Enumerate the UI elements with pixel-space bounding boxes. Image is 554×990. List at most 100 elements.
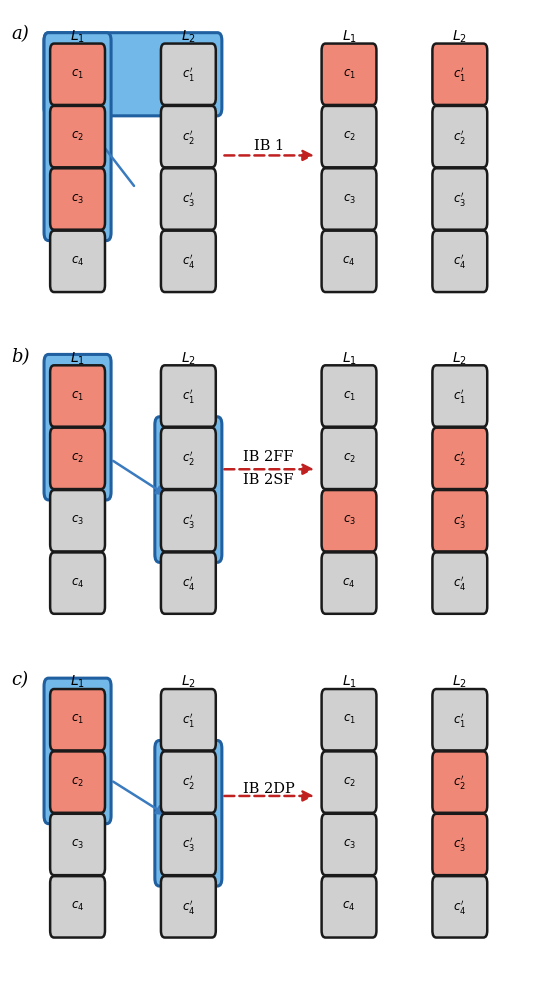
FancyBboxPatch shape [432, 490, 488, 551]
Text: $c_{2}$: $c_{2}$ [71, 775, 84, 789]
Text: $L_2$: $L_2$ [453, 350, 467, 366]
FancyBboxPatch shape [161, 751, 216, 813]
Text: $c_{1}$: $c_{1}$ [342, 389, 356, 403]
FancyBboxPatch shape [50, 876, 105, 938]
Text: $c_{2}^{\prime}$: $c_{2}^{\prime}$ [453, 128, 466, 146]
Text: $c_{3}^{\prime}$: $c_{3}^{\prime}$ [453, 190, 466, 208]
Text: $L_2$: $L_2$ [453, 674, 467, 690]
Text: $c_{2}$: $c_{2}$ [342, 130, 356, 144]
Text: $c_{2}^{\prime}$: $c_{2}^{\prime}$ [453, 773, 466, 791]
Text: $c_{2}$: $c_{2}$ [342, 451, 356, 465]
FancyBboxPatch shape [432, 552, 488, 614]
Text: $c_{1}^{\prime}$: $c_{1}^{\prime}$ [182, 711, 195, 729]
Text: $c_{3}^{\prime}$: $c_{3}^{\prime}$ [182, 190, 195, 208]
Text: $c_{2}$: $c_{2}$ [342, 775, 356, 789]
FancyBboxPatch shape [432, 814, 488, 875]
FancyBboxPatch shape [50, 44, 105, 105]
Text: $c_{2}^{\prime}$: $c_{2}^{\prime}$ [182, 773, 195, 791]
FancyBboxPatch shape [322, 814, 377, 875]
Text: IB 2SF: IB 2SF [243, 473, 294, 487]
Text: c): c) [11, 671, 28, 689]
Text: $c_{4}^{\prime}$: $c_{4}^{\prime}$ [453, 898, 466, 916]
FancyBboxPatch shape [44, 33, 222, 116]
Text: $c_{1}^{\prime}$: $c_{1}^{\prime}$ [453, 711, 466, 729]
FancyBboxPatch shape [322, 428, 377, 489]
Text: $c_{4}^{\prime}$: $c_{4}^{\prime}$ [182, 574, 195, 592]
FancyBboxPatch shape [322, 751, 377, 813]
FancyBboxPatch shape [161, 168, 216, 230]
FancyBboxPatch shape [161, 365, 216, 427]
Text: $L_2$: $L_2$ [181, 29, 196, 45]
Text: $c_{4}^{\prime}$: $c_{4}^{\prime}$ [182, 898, 195, 916]
FancyBboxPatch shape [50, 689, 105, 750]
Text: $c_{1}$: $c_{1}$ [71, 389, 84, 403]
Text: $c_{4}$: $c_{4}$ [342, 254, 356, 268]
Text: $c_{1}$: $c_{1}$ [71, 67, 84, 81]
Text: a): a) [11, 25, 29, 43]
FancyBboxPatch shape [322, 490, 377, 551]
FancyBboxPatch shape [44, 678, 111, 824]
Text: $c_{4}$: $c_{4}$ [342, 576, 356, 590]
Text: IB 1: IB 1 [254, 139, 284, 152]
FancyBboxPatch shape [161, 552, 216, 614]
FancyBboxPatch shape [50, 428, 105, 489]
Text: $c_{4}^{\prime}$: $c_{4}^{\prime}$ [182, 252, 195, 270]
FancyBboxPatch shape [322, 106, 377, 167]
Text: $c_{3}$: $c_{3}$ [71, 192, 84, 206]
Text: $c_{3}$: $c_{3}$ [342, 838, 356, 851]
FancyBboxPatch shape [50, 106, 105, 167]
Text: $L_1$: $L_1$ [70, 29, 85, 45]
FancyBboxPatch shape [432, 876, 488, 938]
Text: $c_{4}^{\prime}$: $c_{4}^{\prime}$ [453, 574, 466, 592]
Text: IB 2DP: IB 2DP [243, 782, 295, 796]
Text: $L_2$: $L_2$ [181, 674, 196, 690]
FancyBboxPatch shape [161, 876, 216, 938]
FancyBboxPatch shape [161, 44, 216, 105]
Text: $c_{4}^{\prime}$: $c_{4}^{\prime}$ [453, 252, 466, 270]
Text: $c_{1}$: $c_{1}$ [342, 713, 356, 727]
Text: $c_{2}^{\prime}$: $c_{2}^{\prime}$ [182, 449, 195, 467]
Text: $c_{1}$: $c_{1}$ [71, 713, 84, 727]
FancyBboxPatch shape [161, 428, 216, 489]
Text: $L_1$: $L_1$ [341, 29, 357, 45]
Text: $c_{3}$: $c_{3}$ [342, 514, 356, 528]
Text: $c_{2}$: $c_{2}$ [71, 130, 84, 144]
FancyBboxPatch shape [432, 231, 488, 292]
Text: $c_{1}$: $c_{1}$ [342, 67, 356, 81]
Text: $c_{4}$: $c_{4}$ [71, 254, 84, 268]
FancyBboxPatch shape [432, 44, 488, 105]
FancyBboxPatch shape [50, 168, 105, 230]
FancyBboxPatch shape [432, 168, 488, 230]
Text: $c_{2}$: $c_{2}$ [71, 451, 84, 465]
FancyBboxPatch shape [44, 33, 111, 241]
Text: $c_{4}$: $c_{4}$ [71, 576, 84, 590]
Text: $L_1$: $L_1$ [341, 674, 357, 690]
FancyBboxPatch shape [432, 428, 488, 489]
Text: $c_{2}^{\prime}$: $c_{2}^{\prime}$ [453, 449, 466, 467]
Text: $c_{1}^{\prime}$: $c_{1}^{\prime}$ [182, 65, 195, 83]
Text: $c_{1}^{\prime}$: $c_{1}^{\prime}$ [182, 387, 195, 405]
FancyBboxPatch shape [50, 365, 105, 427]
FancyBboxPatch shape [322, 689, 377, 750]
Text: $c_{3}$: $c_{3}$ [71, 514, 84, 528]
FancyBboxPatch shape [50, 751, 105, 813]
FancyBboxPatch shape [322, 876, 377, 938]
FancyBboxPatch shape [432, 106, 488, 167]
FancyBboxPatch shape [432, 365, 488, 427]
FancyBboxPatch shape [161, 490, 216, 551]
FancyBboxPatch shape [322, 231, 377, 292]
Text: $L_1$: $L_1$ [70, 350, 85, 366]
FancyBboxPatch shape [161, 689, 216, 750]
Text: $c_{4}$: $c_{4}$ [71, 900, 84, 914]
Text: $c_{4}$: $c_{4}$ [342, 900, 356, 914]
FancyBboxPatch shape [322, 168, 377, 230]
FancyBboxPatch shape [161, 231, 216, 292]
Text: b): b) [11, 348, 29, 366]
FancyBboxPatch shape [161, 106, 216, 167]
Text: $c_{1}^{\prime}$: $c_{1}^{\prime}$ [453, 387, 466, 405]
FancyBboxPatch shape [50, 490, 105, 551]
Text: $c_{1}^{\prime}$: $c_{1}^{\prime}$ [453, 65, 466, 83]
FancyBboxPatch shape [161, 814, 216, 875]
Text: $c_{3}$: $c_{3}$ [342, 192, 356, 206]
Text: $c_{3}^{\prime}$: $c_{3}^{\prime}$ [182, 836, 195, 853]
